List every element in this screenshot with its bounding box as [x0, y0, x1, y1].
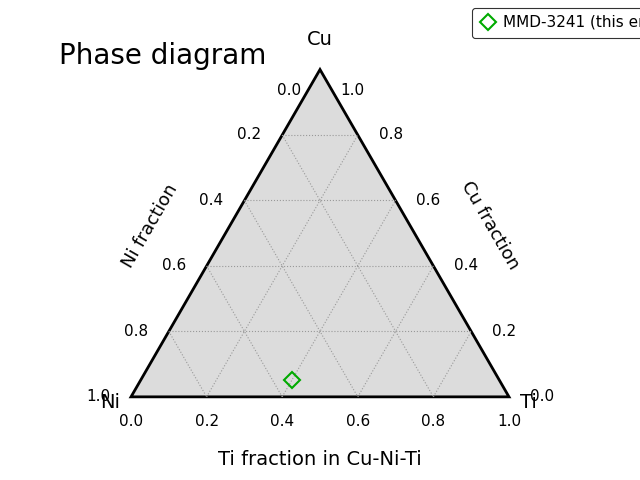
Text: Ti: Ti [520, 393, 537, 412]
Text: 0.8: 0.8 [421, 414, 445, 429]
Text: 0.0: 0.0 [530, 389, 554, 404]
Text: 0.8: 0.8 [379, 128, 403, 143]
Text: 0.2: 0.2 [492, 324, 516, 339]
Text: Ni fraction: Ni fraction [119, 180, 181, 271]
Text: 0.4: 0.4 [270, 414, 294, 429]
Text: 1.0: 1.0 [86, 389, 110, 404]
Text: 0.6: 0.6 [161, 258, 186, 274]
Text: 0.6: 0.6 [346, 414, 370, 429]
Text: Cu: Cu [307, 30, 333, 49]
Text: 0.0: 0.0 [119, 414, 143, 429]
Text: Cu fraction: Cu fraction [458, 178, 523, 273]
Text: 0.8: 0.8 [124, 324, 148, 339]
Legend: MMD-3241 (this entry): MMD-3241 (this entry) [472, 8, 640, 38]
Text: 1.0: 1.0 [340, 83, 365, 98]
Text: 1.0: 1.0 [497, 414, 521, 429]
Text: Ti fraction in Cu-Ni-Ti: Ti fraction in Cu-Ni-Ti [218, 450, 422, 469]
Text: 0.4: 0.4 [454, 258, 478, 274]
Text: Ni: Ni [100, 393, 120, 412]
Text: 0.4: 0.4 [200, 193, 223, 208]
Text: 0.2: 0.2 [237, 128, 261, 143]
Text: 0.0: 0.0 [277, 83, 301, 98]
Text: Phase diagram: Phase diagram [60, 42, 267, 70]
Text: 0.2: 0.2 [195, 414, 219, 429]
Text: 0.6: 0.6 [417, 193, 440, 208]
Polygon shape [131, 70, 509, 397]
